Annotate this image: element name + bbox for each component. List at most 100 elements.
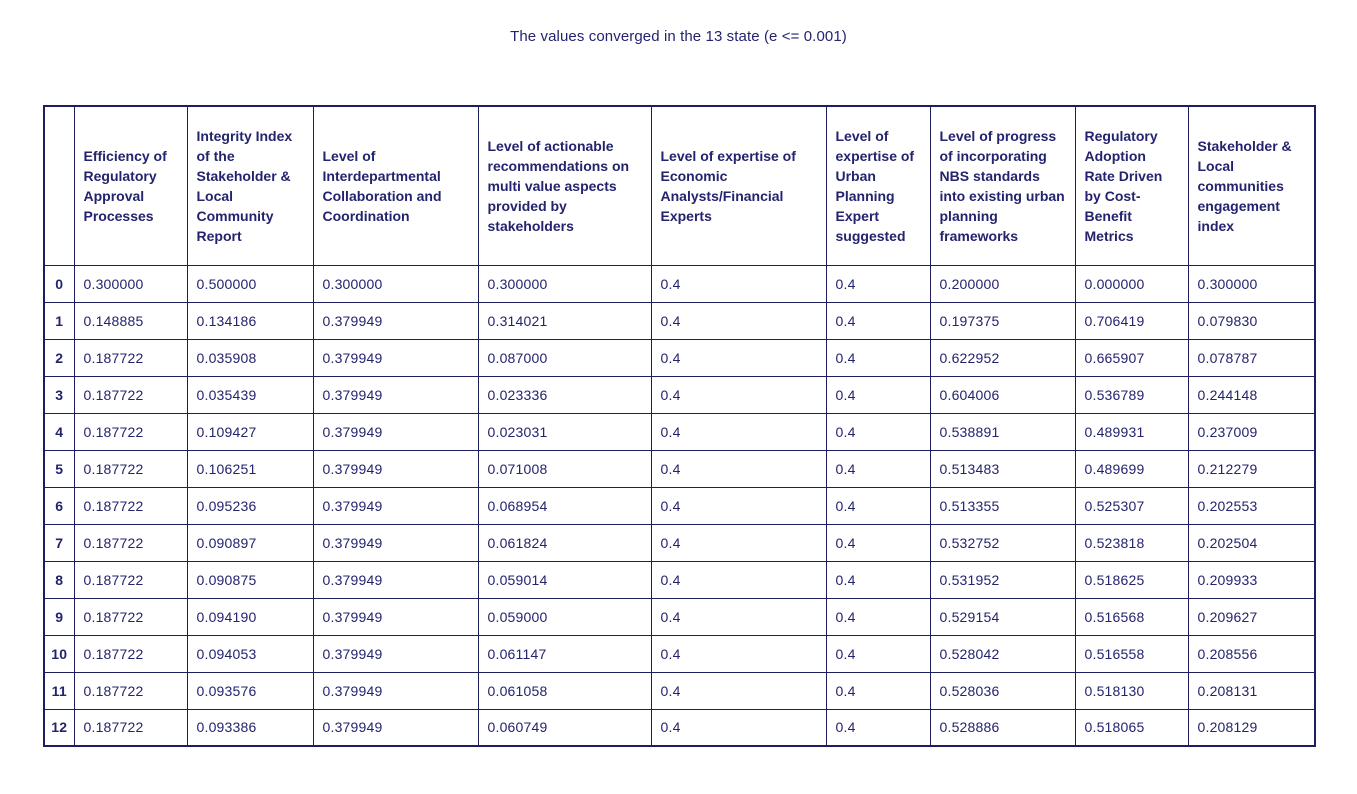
table-row: 3 0.187722 0.035439 0.379949 0.023336 0.4 0.4 0… [43, 375, 1316, 414]
table-cell: 0.518130 [1074, 671, 1189, 710]
table-cell: 0.109427 [186, 412, 314, 451]
table-cell: 0.187722 [73, 486, 188, 525]
table-cell: 0.489699 [1074, 449, 1189, 488]
table-row: 2 0.187722 0.035908 0.379949 0.087000 0.4 0.4 0… [43, 338, 1316, 377]
table-cell: 0.035439 [186, 375, 314, 414]
table-cell: 0.604006 [929, 375, 1076, 414]
table-cell: 0.078787 [1187, 338, 1316, 377]
row-index: 9 [43, 597, 75, 636]
table-cell: 0.212279 [1187, 449, 1316, 488]
table-cell: 0.200000 [929, 264, 1076, 303]
table-cell: 0.068954 [477, 486, 652, 525]
table-cell: 0.4 [825, 597, 931, 636]
table-cell: 0.529154 [929, 597, 1076, 636]
table-cell: 0.208556 [1187, 634, 1316, 673]
table-cell: 0.379949 [312, 523, 479, 562]
row-index: 11 [43, 671, 75, 710]
table-cell: 0.525307 [1074, 486, 1189, 525]
column-header-interdepartmental-collaboration: Level of Interdepartmental Collaboration… [312, 105, 479, 266]
table-cell: 0.4 [650, 671, 827, 710]
table-cell: 0.209627 [1187, 597, 1316, 636]
table-cell: 0.093386 [186, 708, 314, 747]
table-cell: 0.4 [650, 708, 827, 747]
table-cell: 0.187722 [73, 375, 188, 414]
column-header-economic-experts: Level of expertise of Economic Analysts/… [650, 105, 827, 266]
table-cell: 0.035908 [186, 338, 314, 377]
table-cell: 0.059000 [477, 597, 652, 636]
row-index: 5 [43, 449, 75, 488]
table-cell: 0.300000 [477, 264, 652, 303]
table-cell: 0.513483 [929, 449, 1076, 488]
table-cell: 0.528036 [929, 671, 1076, 710]
table-cell: 0.379949 [312, 671, 479, 710]
column-header-urban-planning-expert: Level of expertise of Urban Planning Exp… [825, 105, 931, 266]
column-header-efficiency: Efficiency of Regulatory Approval Proces… [73, 105, 188, 266]
table-cell: 0.622952 [929, 338, 1076, 377]
table-cell: 0.093576 [186, 671, 314, 710]
table-cell: 0.4 [650, 449, 827, 488]
table-cell: 0.187722 [73, 523, 188, 562]
row-index: 1 [43, 301, 75, 340]
table-cell: 0.4 [825, 523, 931, 562]
table-cell: 0.187722 [73, 412, 188, 451]
table-cell: 0.071008 [477, 449, 652, 488]
table-cell: 0.023336 [477, 375, 652, 414]
table-cell: 0.106251 [186, 449, 314, 488]
table-cell: 0.300000 [312, 264, 479, 303]
table-cell: 0.4 [650, 412, 827, 451]
table-row: 10 0.187722 0.094053 0.379949 0.061147 0.4 0.4… [43, 634, 1316, 673]
page-title: The values converged in the 13 state (e … [510, 28, 847, 45]
table-cell: 0.4 [825, 560, 931, 599]
convergence-table: Efficiency of Regulatory Approval Proces… [43, 105, 1316, 747]
table-row: 0 0.300000 0.500000 0.300000 0.300000 0.4 0.4 0… [43, 264, 1316, 303]
table-cell: 0.4 [825, 301, 931, 340]
table-cell: 0.536789 [1074, 375, 1189, 414]
table-cell: 0.379949 [312, 301, 479, 340]
table-cell: 0.4 [650, 560, 827, 599]
table-cell: 0.090897 [186, 523, 314, 562]
table-cell: 0.094053 [186, 634, 314, 673]
table-row: 4 0.187722 0.109427 0.379949 0.023031 0.4 0.4 0… [43, 412, 1316, 451]
table-cell: 0.187722 [73, 449, 188, 488]
table-cell: 0.4 [650, 301, 827, 340]
table-cell: 0.061058 [477, 671, 652, 710]
table-cell: 0.4 [825, 375, 931, 414]
table-cell: 0.209933 [1187, 560, 1316, 599]
row-index: 7 [43, 523, 75, 562]
table-row: 6 0.187722 0.095236 0.379949 0.068954 0.4 0.4 0… [43, 486, 1316, 525]
table-row: 11 0.187722 0.093576 0.379949 0.061058 0.4 0.4… [43, 671, 1316, 710]
table-cell: 0.518625 [1074, 560, 1189, 599]
table-cell: 0.000000 [1074, 264, 1189, 303]
table-cell: 0.208129 [1187, 708, 1316, 747]
table-cell: 0.4 [825, 708, 931, 747]
table-cell: 0.500000 [186, 264, 314, 303]
table-cell: 0.202504 [1187, 523, 1316, 562]
table-cell: 0.095236 [186, 486, 314, 525]
table-cell: 0.202553 [1187, 486, 1316, 525]
column-header-nbs-standards-progress: Level of progress of incorporating NBS s… [929, 105, 1076, 266]
column-header-stakeholder-engagement-index: Stakeholder & Local communities engageme… [1187, 105, 1316, 266]
table-row: 9 0.187722 0.094190 0.379949 0.059000 0.4 0.4 0… [43, 597, 1316, 636]
table-cell: 0.187722 [73, 671, 188, 710]
row-index: 2 [43, 338, 75, 377]
table-cell: 0.4 [650, 486, 827, 525]
table-cell: 0.532752 [929, 523, 1076, 562]
table-cell: 0.528042 [929, 634, 1076, 673]
table-cell: 0.237009 [1187, 412, 1316, 451]
table-cell: 0.4 [825, 486, 931, 525]
table-cell: 0.094190 [186, 597, 314, 636]
table-row: 5 0.187722 0.106251 0.379949 0.071008 0.4 0.4 0… [43, 449, 1316, 488]
table-cell: 0.538891 [929, 412, 1076, 451]
table-cell: 0.4 [825, 264, 931, 303]
table-cell: 0.300000 [1187, 264, 1316, 303]
table-cell: 0.665907 [1074, 338, 1189, 377]
table-cell: 0.079830 [1187, 301, 1316, 340]
table-cell: 0.523818 [1074, 523, 1189, 562]
table-cell: 0.513355 [929, 486, 1076, 525]
row-index: 0 [43, 264, 75, 303]
row-index: 4 [43, 412, 75, 451]
table-cell: 0.379949 [312, 375, 479, 414]
table-cell: 0.706419 [1074, 301, 1189, 340]
table-cell: 0.244148 [1187, 375, 1316, 414]
table-cell: 0.4 [825, 449, 931, 488]
